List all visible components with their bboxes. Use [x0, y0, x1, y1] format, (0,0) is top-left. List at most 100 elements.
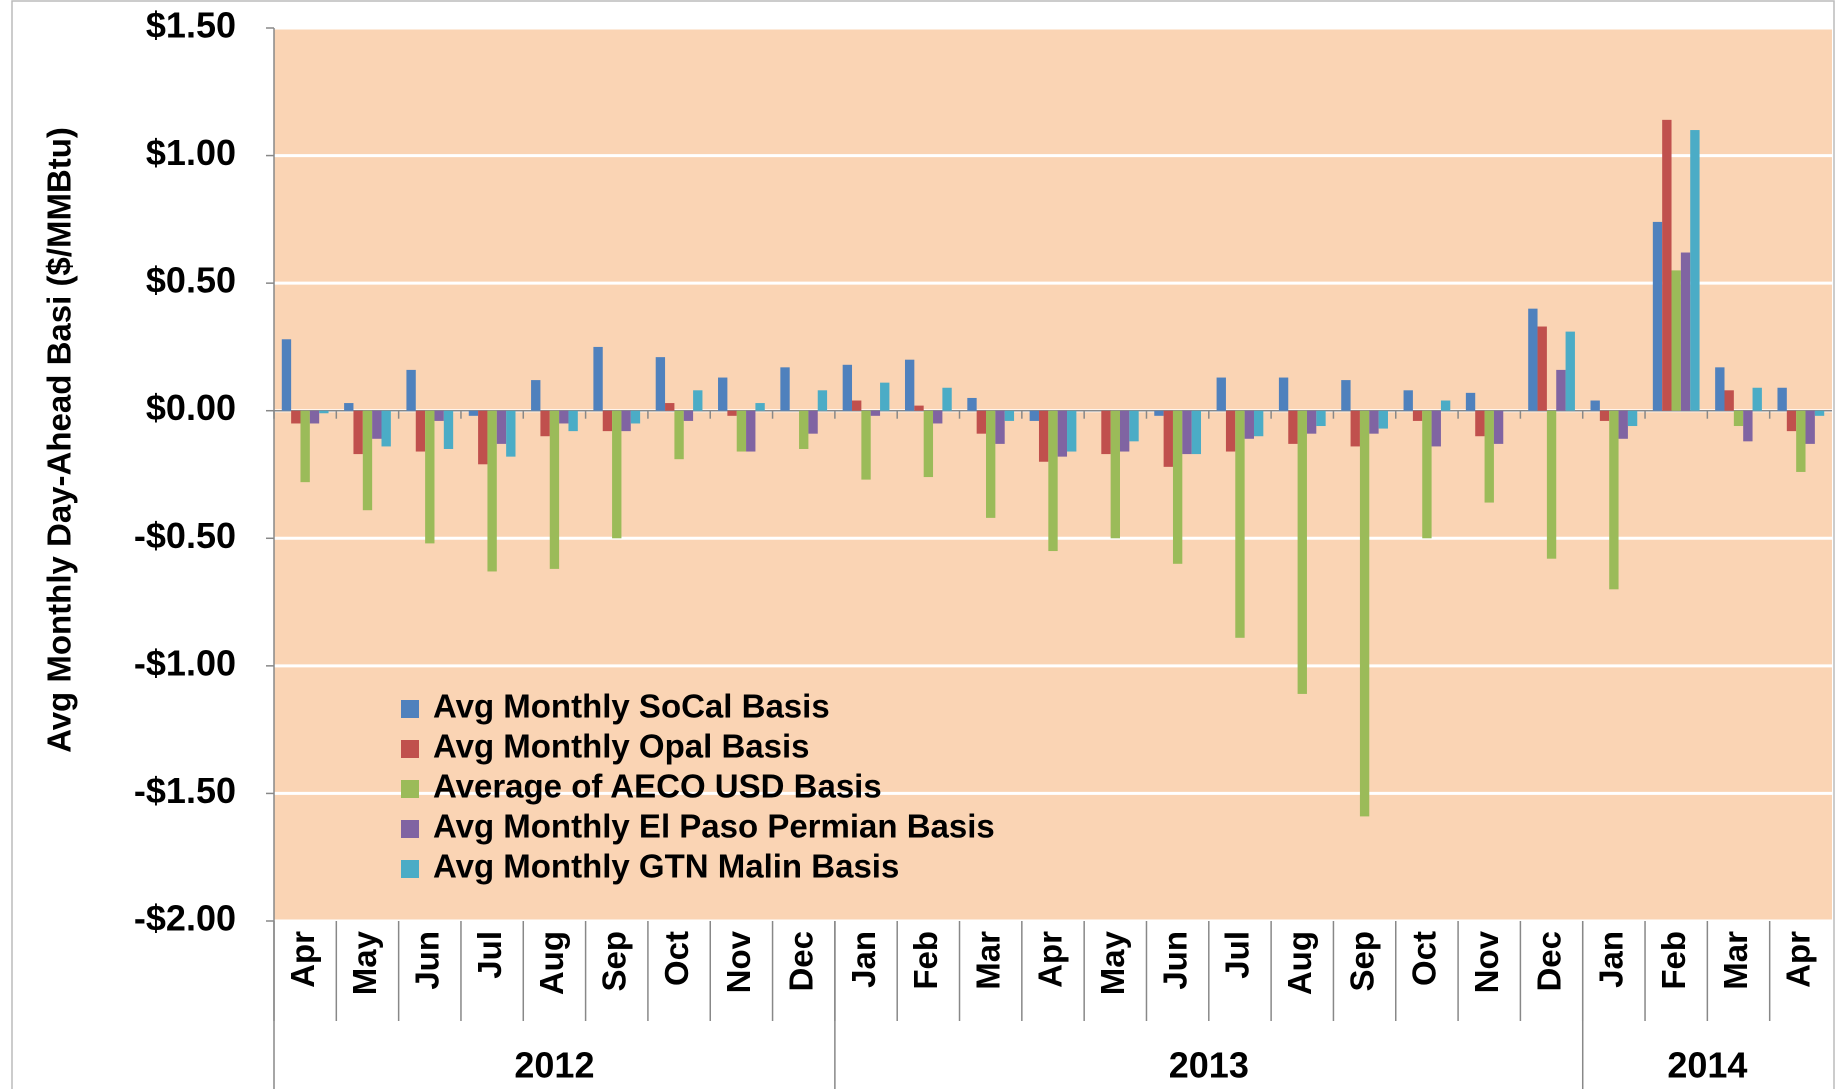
bar	[1172, 410, 1183, 564]
bar	[630, 410, 641, 424]
bar	[1556, 369, 1566, 411]
bar	[665, 403, 675, 411]
bar	[1403, 390, 1413, 411]
bar	[693, 390, 703, 411]
x-tick-label: May	[346, 930, 383, 995]
bar	[362, 410, 373, 511]
bar	[1341, 380, 1351, 411]
bar	[904, 359, 915, 411]
bar	[496, 410, 507, 444]
legend-swatch	[401, 740, 419, 758]
bar	[1067, 410, 1077, 452]
bar	[727, 410, 737, 416]
bar	[1038, 410, 1049, 462]
bar	[1618, 410, 1628, 439]
bar	[1440, 400, 1451, 411]
bar	[1369, 410, 1379, 434]
bar	[1777, 387, 1787, 411]
x-tick-label: Feb	[907, 931, 944, 990]
bar	[281, 339, 292, 411]
bar	[415, 410, 426, 452]
bar	[736, 410, 747, 452]
bar	[683, 410, 694, 421]
x-tick-label: Oct	[1406, 931, 1443, 986]
bar	[531, 380, 541, 411]
bar	[300, 410, 310, 483]
x-tick-label: Dec	[1530, 931, 1567, 992]
bar	[443, 410, 454, 449]
x-tick-label: May	[1094, 930, 1131, 995]
x-tick-label: Dec	[782, 931, 819, 992]
bar	[1662, 119, 1672, 411]
legend-swatch	[401, 820, 419, 838]
bar	[986, 410, 996, 518]
x-tick-label: Jan	[1593, 931, 1630, 988]
y-tick-label: -$0.50	[134, 515, 236, 556]
bar	[1743, 410, 1753, 442]
bar	[1350, 410, 1360, 447]
bar	[817, 390, 828, 411]
x-group-label: 2013	[1169, 1045, 1249, 1086]
bar	[602, 410, 613, 432]
y-axis-label: Avg Monthly Day-Ahead Basi ($/MMBtu)	[41, 127, 78, 753]
bar	[1182, 410, 1192, 455]
bar	[425, 410, 435, 544]
bar	[746, 410, 756, 452]
bar	[880, 382, 890, 411]
bar	[780, 367, 790, 411]
bar	[478, 410, 488, 465]
y-tick-label: $0.00	[146, 387, 236, 428]
bar	[674, 410, 684, 460]
bar	[1191, 410, 1202, 455]
legend-label: Avg Monthly El Paso Permian Basis	[433, 808, 995, 845]
bar	[1359, 410, 1370, 817]
legend-label: Average of AECO USD Basis	[433, 768, 882, 805]
y-tick-label: -$1.00	[134, 642, 236, 683]
bar	[434, 410, 444, 421]
bar	[309, 410, 320, 424]
bar	[1690, 130, 1700, 411]
bar	[1724, 390, 1734, 411]
bar	[1378, 410, 1388, 429]
x-tick-label: Feb	[1655, 931, 1692, 990]
bar	[1609, 410, 1619, 590]
bar	[1652, 221, 1663, 411]
x-tick-label: Jun	[409, 931, 446, 990]
x-tick-label: Jul	[1219, 931, 1256, 979]
x-tick-label: Sep	[1343, 931, 1380, 992]
bar	[381, 410, 391, 447]
x-tick-label: Apr	[1780, 931, 1817, 988]
bar	[549, 410, 560, 569]
bar	[1814, 410, 1825, 416]
bar	[1412, 410, 1423, 421]
bar	[1129, 410, 1139, 442]
bar	[967, 397, 977, 411]
bar	[1546, 410, 1557, 559]
bar	[842, 364, 853, 411]
bar	[808, 410, 818, 434]
bar	[870, 410, 881, 416]
y-tick-label: $1.00	[146, 132, 236, 173]
bar	[612, 410, 622, 539]
bar	[1796, 410, 1806, 472]
bar	[1431, 410, 1441, 447]
bar	[621, 410, 631, 432]
bar	[1057, 410, 1068, 457]
bar	[852, 400, 862, 411]
bar	[1110, 410, 1120, 539]
bar	[487, 410, 497, 572]
legend-label: Avg Monthly Opal Basis	[433, 728, 810, 765]
bar	[1297, 410, 1307, 694]
chart-frame	[11, 0, 1835, 1089]
x-tick-label: Jan	[845, 931, 882, 988]
bar	[1528, 308, 1538, 411]
bar	[914, 405, 924, 411]
bar	[1752, 387, 1762, 411]
x-tick-label: Sep	[595, 931, 632, 992]
bar	[291, 410, 301, 424]
bar	[942, 387, 952, 411]
bar	[1316, 410, 1326, 427]
bar	[995, 410, 1005, 444]
